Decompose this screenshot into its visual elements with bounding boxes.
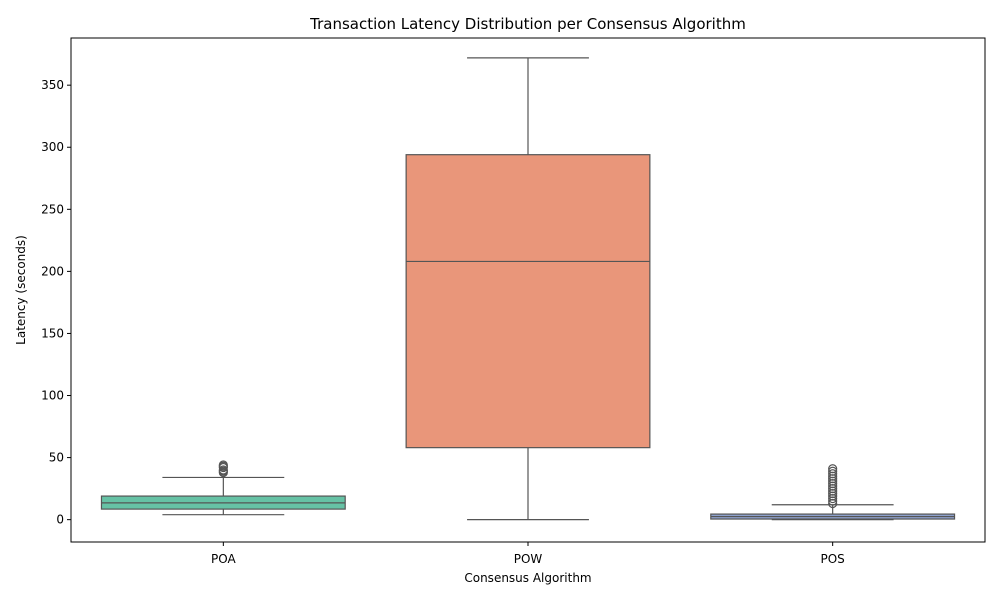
x-tick-label: POA	[211, 552, 236, 566]
plot-area: 0 50 100 150 200 250 300 350 POA POW POS	[41, 37, 986, 566]
y-tick-label: 100	[41, 389, 64, 403]
y-tick-label: 250	[41, 202, 64, 216]
y-tick-label: 150	[41, 326, 64, 340]
x-axis-title: Consensus Algorithm	[464, 571, 591, 585]
y-tick-label: 300	[41, 140, 64, 154]
y-axis-title: Latency (seconds)	[14, 235, 28, 345]
x-tick-label: POW	[514, 552, 543, 566]
box-group-pos	[710, 464, 956, 521]
outlier-point	[828, 464, 838, 474]
y-tick-label: 350	[41, 78, 64, 92]
y-tick-label: 200	[41, 264, 64, 278]
box-group-poa	[100, 460, 346, 516]
outlier-point	[828, 469, 838, 479]
box-group-pow	[405, 57, 651, 521]
y-tick-label: 0	[56, 513, 64, 527]
box-iqr	[405, 154, 651, 449]
outlier-point	[218, 465, 228, 475]
outlier-point	[828, 466, 838, 476]
y-tick-label: 50	[49, 451, 64, 465]
outlier-point	[218, 460, 228, 470]
chart-title: Transaction Latency Distribution per Con…	[309, 15, 746, 33]
x-tick-label: POS	[821, 552, 845, 566]
